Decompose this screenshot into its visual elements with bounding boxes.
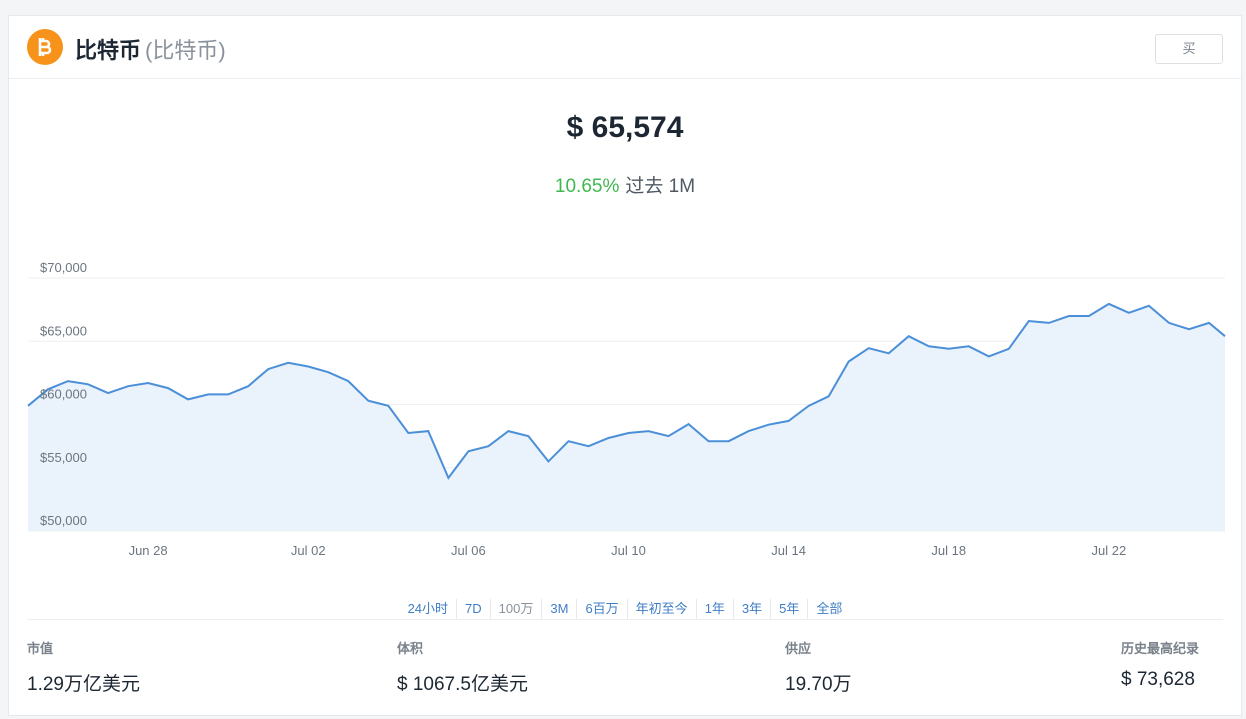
coin-card: 比特币 (比特币) 买 $ 65,574 10.65% 过去 1M $50,000 $…: [8, 15, 1242, 716]
range-button[interactable]: 5年: [770, 599, 807, 619]
y-tick-label: $70,000: [40, 260, 87, 275]
x-tick-label: Jul 22: [1092, 543, 1127, 558]
y-tick-label: $60,000: [40, 387, 87, 402]
range-button[interactable]: 年初至今: [626, 599, 696, 619]
stat: 历史最高纪录 $ 73,628: [1121, 638, 1199, 691]
range-button[interactable]: 6百万: [576, 599, 626, 619]
price-chart: $50,000 $55,000 $60,000 $65,000 $70,000 Jun 2…: [27, 260, 1226, 558]
x-tick-label: Jul 02: [291, 543, 326, 558]
bitcoin-icon: [27, 29, 63, 65]
buy-button[interactable]: 买: [1155, 34, 1223, 64]
name: 比特币: [75, 38, 142, 63]
header: 比特币 (比特币) 买: [9, 16, 1241, 79]
y-tick-label: $65,000: [40, 323, 87, 338]
range-button[interactable]: 100万: [489, 599, 542, 619]
price: $ 65,574: [566, 111, 684, 144]
stat-value: 1.29万亿美元: [27, 674, 140, 695]
x-tick-label: Jul 10: [611, 543, 646, 558]
stat: 市值 1.29万亿美元: [27, 638, 140, 696]
range-button[interactable]: 1年: [695, 599, 733, 619]
subname: (比特币): [145, 38, 226, 63]
x-tick-label: Jul 18: [931, 543, 966, 558]
stats: 市值 1.29万亿美元 体积 $ 1067.5亿美元 供应 19.70万 历史最高纪录 $ 7…: [27, 619, 1223, 710]
y-tick-label: $55,000: [40, 450, 87, 465]
range-button[interactable]: 3年: [732, 599, 770, 619]
range-selector: 24小时 7D 100万 3M 6百万 年初至今 1年 3年 5年 全部: [9, 599, 1241, 619]
range-button[interactable]: 全部: [807, 599, 850, 619]
stat-label: 市值: [27, 641, 54, 656]
range-button[interactable]: 7D: [456, 599, 490, 619]
stat: 供应 19.70万: [785, 638, 852, 696]
stat-value: $ 73,628: [1120, 669, 1195, 690]
x-tick-label: Jul 14: [771, 543, 806, 558]
x-tick-label: Jun 28: [129, 543, 168, 558]
stat-label: 体积: [397, 641, 424, 656]
range-button[interactable]: 24小时: [407, 601, 449, 616]
price-line: [27, 302, 1226, 480]
y-tick-label: $50,000: [40, 513, 87, 528]
area-fill: [28, 303, 1225, 531]
stat-value: 19.70万: [785, 674, 852, 695]
stat-label: 历史最高纪录: [1120, 641, 1199, 656]
stat-value: $ 1067.5亿美元: [397, 674, 528, 695]
stat: 体积 $ 1067.5亿美元: [397, 638, 528, 696]
change-period: 过去 1M: [625, 176, 696, 197]
x-tick-label: Jul 06: [451, 543, 486, 558]
stat-label: 供应: [785, 641, 812, 656]
range-button[interactable]: 3M: [541, 599, 576, 619]
change: 10.65% 过去 1M: [9, 171, 1241, 198]
coin-name: 比特币 (比特币): [75, 33, 226, 65]
change-percent: 10.65%: [554, 176, 620, 197]
